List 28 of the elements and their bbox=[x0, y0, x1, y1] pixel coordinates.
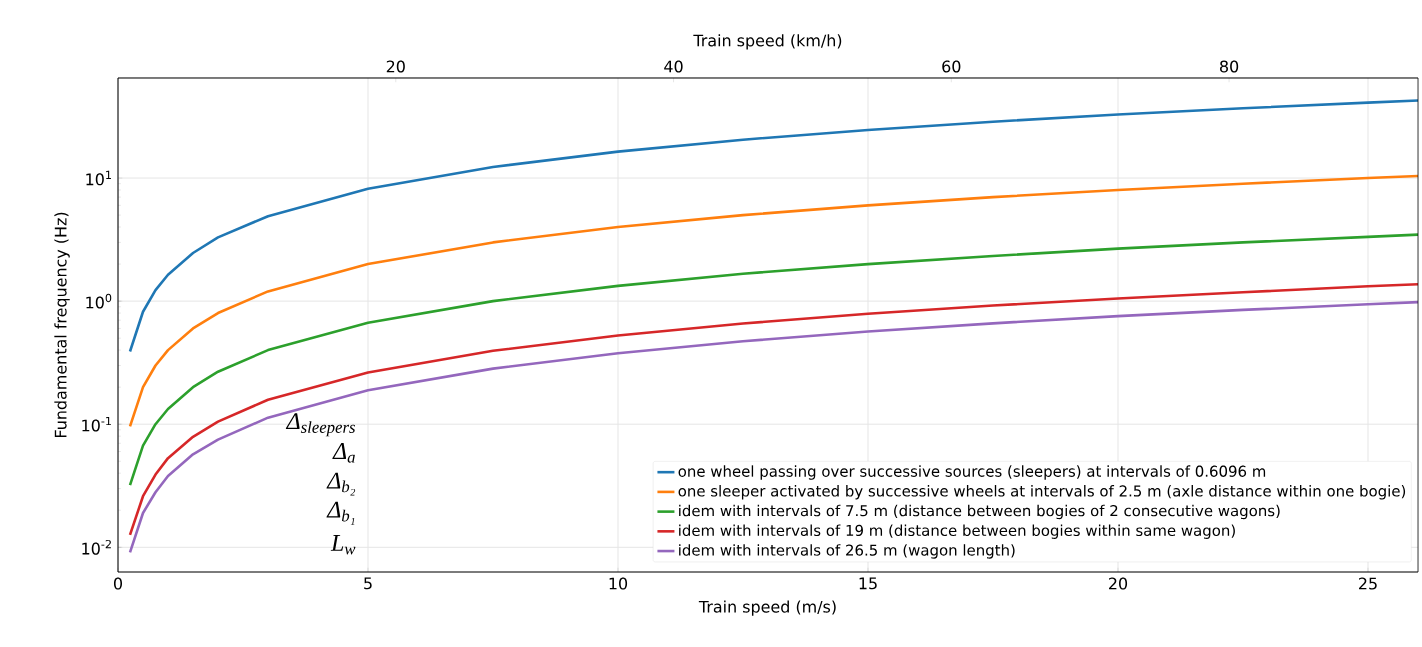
y-tick-label: 10$^{-2}$ bbox=[82, 539, 111, 555]
legend-label: one wheel passing over successive sources (sleepers) at intervals of 0.6096 m bbox=[678, 465, 1266, 480]
x-tick-label: 15 bbox=[859, 577, 877, 590]
y-tick-label: 10$^{1}$ bbox=[86, 170, 111, 186]
x2-axis-title: Train speed (km/h) bbox=[693, 34, 842, 50]
x2-tick-label: 80 bbox=[1220, 60, 1239, 73]
annotation: Δ$_{b₂}$ bbox=[326, 472, 356, 496]
annotation: Δ$_{b₁}$ bbox=[326, 501, 355, 525]
x-tick-label: 25 bbox=[1359, 577, 1377, 590]
y-axis-title: Fundamental frequency (Hz) bbox=[54, 212, 70, 438]
legend-label: idem with intervals of 26.5 m (wagon length) bbox=[679, 544, 1015, 559]
x-tick-label: 0 bbox=[113, 577, 123, 590]
annotation: Δ$_{sleepers}$ bbox=[285, 413, 355, 437]
annotation: L$_{w}$ bbox=[330, 535, 356, 555]
x-tick-label: 10 bbox=[609, 577, 628, 590]
legend-label: idem with intervals of 19 m (distance between bogies within same wagon) bbox=[679, 524, 1235, 539]
x2-tick-label: 20 bbox=[386, 60, 405, 73]
annotation: Δ$_{a}$ bbox=[332, 443, 355, 463]
x2-tick-label: 60 bbox=[942, 60, 961, 73]
x-tick-label: 5 bbox=[364, 577, 372, 590]
x-axis-title: Train speed (m/s) bbox=[698, 600, 836, 616]
x2-tick-label: 40 bbox=[664, 60, 683, 73]
y-tick-label: 10$^{0}$ bbox=[86, 293, 112, 309]
legend-label: one sleeper activated by successive wheels at intervals of 2.5 m (axle distance within one bogie) bbox=[678, 485, 1406, 500]
x-tick-label: 20 bbox=[1109, 577, 1128, 590]
y-tick-label: 10$^{-1}$ bbox=[82, 416, 111, 432]
line-series bbox=[128, 99, 1418, 353]
legend-label: idem with intervals of 7.5 m (distance between bogies of 2 consecutive wagons) bbox=[679, 504, 1280, 520]
